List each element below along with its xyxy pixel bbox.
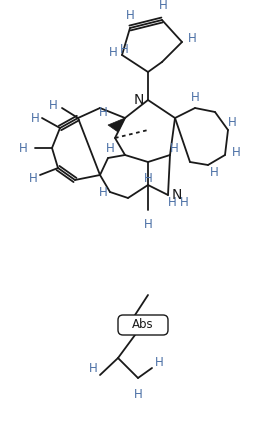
Text: H: H — [99, 105, 108, 119]
Polygon shape — [108, 118, 125, 132]
Text: H: H — [120, 43, 129, 56]
Text: H: H — [180, 196, 189, 208]
FancyBboxPatch shape — [118, 315, 168, 335]
Text: N: N — [134, 93, 144, 107]
Text: H: H — [191, 91, 199, 104]
Text: H: H — [188, 32, 197, 45]
Text: H: H — [159, 0, 167, 12]
Text: H: H — [144, 172, 152, 185]
Text: H: H — [29, 172, 38, 184]
Text: H: H — [99, 185, 108, 199]
Text: N: N — [172, 188, 182, 202]
Text: H: H — [89, 362, 98, 374]
Text: H: H — [19, 142, 28, 155]
Text: H: H — [144, 218, 152, 231]
Text: H: H — [134, 388, 142, 401]
Text: H: H — [49, 98, 58, 112]
Text: H: H — [228, 116, 237, 128]
Text: H: H — [168, 196, 177, 208]
Text: H: H — [31, 112, 40, 125]
Text: Abs: Abs — [132, 318, 154, 332]
Text: H: H — [106, 142, 115, 155]
Text: H: H — [210, 166, 219, 178]
Text: H: H — [170, 142, 179, 155]
Text: H: H — [232, 146, 241, 158]
Text: H: H — [126, 9, 134, 22]
Text: H: H — [109, 45, 118, 59]
Text: H: H — [155, 356, 164, 369]
